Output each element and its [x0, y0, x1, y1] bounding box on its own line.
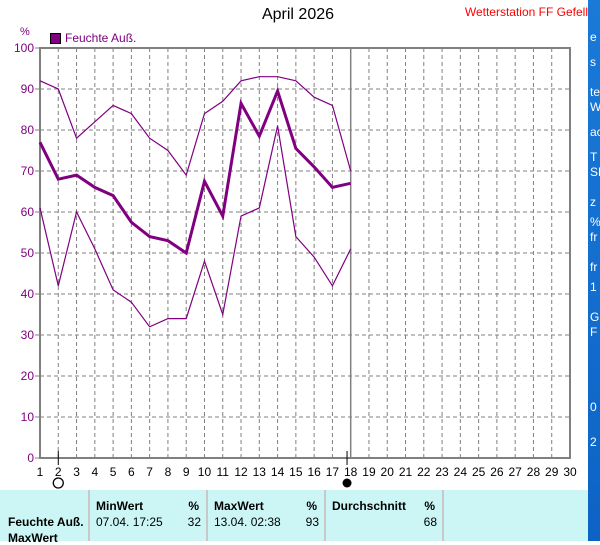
x-tick-label: 18 — [344, 465, 358, 479]
empty-column — [442, 490, 590, 541]
y-tick-label: 10 — [21, 410, 35, 424]
x-tick-label: 26 — [490, 465, 504, 479]
legend-label: Feuchte Auß. — [65, 31, 136, 45]
station-name: Wetterstation FF Gefell — [465, 5, 588, 19]
x-tick-label: 27 — [508, 465, 522, 479]
y-tick-label: 20 — [21, 369, 35, 383]
y-tick-label: 90 — [21, 82, 35, 96]
max-header: MaxWert — [214, 499, 264, 513]
background-text-fragment: fr — [590, 230, 597, 244]
y-tick-label: 0 — [27, 451, 34, 465]
x-tick-label: 3 — [73, 465, 80, 479]
y-tick-label: 80 — [21, 123, 35, 137]
x-tick-label: 2 — [55, 465, 62, 479]
max-time: 13.04. 02:38 — [214, 515, 281, 529]
x-tick-label: 9 — [183, 465, 190, 479]
y-tick-label: 50 — [21, 246, 35, 260]
y-tick-label: 60 — [21, 205, 35, 219]
max-value: 93 — [306, 515, 319, 529]
min-header: MinWert — [96, 499, 143, 513]
max-unit: % — [306, 499, 317, 513]
y-tick-label: 40 — [21, 287, 35, 301]
background-text-fragment: e — [590, 30, 597, 44]
background-text-fragment: W — [590, 100, 600, 114]
x-tick-label: 19 — [362, 465, 376, 479]
x-tick-label: 7 — [146, 465, 153, 479]
x-tick-label: 21 — [399, 465, 413, 479]
y-tick-label: 100 — [14, 41, 34, 55]
min-column: MinWert % 07.04. 17:25 32 — [88, 490, 207, 541]
min-value: 32 — [188, 515, 201, 529]
background-text-fragment: 2 — [590, 435, 597, 449]
x-tick-label: 6 — [128, 465, 135, 479]
background-text-fragment: 0 — [590, 400, 597, 414]
x-tick-label: 28 — [527, 465, 541, 479]
background-text-fragment: 1 — [590, 280, 597, 294]
x-tick-label: 4 — [91, 465, 98, 479]
x-tick-label: 8 — [165, 465, 172, 479]
background-text-fragment: SP — [590, 165, 600, 179]
y-axis-unit: % — [20, 26, 30, 38]
avg-value: 68 — [424, 515, 437, 529]
x-tick-label: 1 — [37, 465, 44, 479]
x-tick-label: 24 — [454, 465, 468, 479]
x-tick-label: 29 — [545, 465, 559, 479]
background-text-fragment: te — [590, 85, 600, 99]
x-tick-label: 23 — [435, 465, 449, 479]
background-text-fragment: z — [590, 195, 596, 209]
full-moon-icon — [343, 479, 352, 488]
x-tick-label: 12 — [234, 465, 248, 479]
background-text-fragment: G — [590, 310, 599, 324]
avg-unit: % — [424, 499, 435, 513]
background-text-fragment: % — [590, 215, 600, 229]
x-tick-label: 5 — [110, 465, 117, 479]
background-text-fragment: ac — [590, 125, 600, 139]
y-tick-label: 70 — [21, 164, 35, 178]
x-tick-label: 11 — [217, 465, 230, 479]
x-tick-label: 22 — [417, 465, 431, 479]
x-tick-label: 25 — [472, 465, 486, 479]
background-text-fragment: fr — [590, 260, 597, 274]
x-tick-label: 13 — [253, 465, 267, 479]
avg-header: Durchschnitt — [332, 499, 406, 513]
new-moon-icon — [53, 478, 63, 488]
stats-row-label-2: MaxWert — [8, 531, 58, 545]
x-tick-label: 15 — [289, 465, 303, 479]
series-line-max — [40, 77, 351, 175]
background-text-fragment: F — [590, 325, 597, 339]
min-time: 07.04. 17:25 — [96, 515, 163, 529]
x-tick-label: 16 — [307, 465, 321, 479]
series-line-avg — [40, 91, 351, 253]
stats-row-label: Feuchte Auß. — [8, 515, 84, 529]
x-tick-label: 14 — [271, 465, 285, 479]
stats-panel: Feuchte Auß. MaxWert MinWert % 07.04. 17… — [0, 490, 588, 541]
x-tick-label: 10 — [198, 465, 212, 479]
background-text-fragment: T — [590, 150, 597, 164]
avg-column: Durchschnitt % 68 — [324, 490, 443, 541]
x-tick-label: 30 — [563, 465, 577, 479]
x-tick-label: 20 — [381, 465, 395, 479]
min-unit: % — [188, 499, 199, 513]
legend: Feuchte Auß. — [50, 31, 136, 45]
legend-swatch — [50, 33, 61, 44]
background-text-fragment: s — [590, 55, 596, 69]
y-tick-label: 30 — [21, 328, 35, 342]
x-tick-label: 17 — [326, 465, 340, 479]
max-column: MaxWert % 13.04. 02:38 93 — [206, 490, 325, 541]
